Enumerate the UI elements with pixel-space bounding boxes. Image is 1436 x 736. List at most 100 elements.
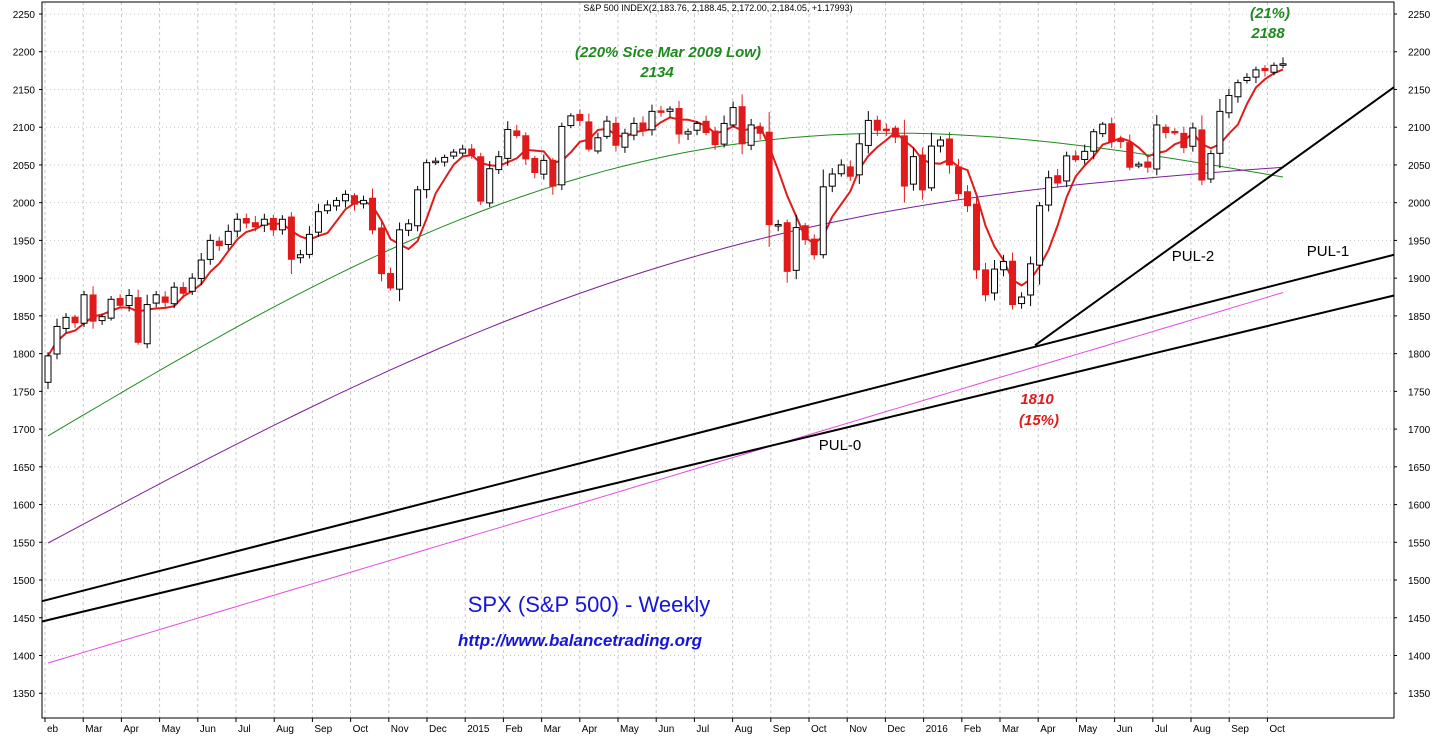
candle-body	[116, 298, 124, 306]
y-tick-label: 2200	[1408, 48, 1431, 59]
x-axis: eb Mar Apr May Jun Jul Aug Sep Oct Nov Dec 2015 Feb M…	[44, 718, 1285, 735]
x-tick-label: Apr	[123, 724, 139, 735]
x-tick-label: Sep	[314, 724, 332, 735]
candle-body	[936, 139, 944, 147]
candle-body	[450, 151, 458, 157]
candle-body	[918, 154, 926, 191]
y-tick-label: 1800	[13, 350, 36, 361]
candle-body	[423, 162, 431, 191]
candle-body	[729, 107, 737, 126]
candle-body	[792, 227, 800, 271]
candle-body	[567, 115, 575, 127]
trendlines	[41, 86, 1395, 623]
grid	[42, 2, 1394, 718]
candle-body	[53, 325, 61, 355]
x-tick-label: Aug	[276, 724, 294, 735]
candle-body	[657, 110, 665, 113]
y-tick-label: 2100	[1408, 123, 1431, 134]
candle-body	[648, 110, 656, 131]
candle-body	[1153, 124, 1161, 170]
candle-body	[332, 199, 340, 207]
candle-body	[982, 269, 990, 296]
candle-body	[1261, 67, 1269, 72]
pul2-label: PUL-2	[1172, 248, 1215, 265]
candle-body	[206, 239, 214, 260]
candle-body	[1126, 142, 1134, 168]
candle-body	[909, 156, 917, 185]
candle-body	[459, 148, 467, 154]
y-tick-label: 2250	[13, 10, 36, 21]
candle-body	[513, 130, 521, 137]
peak-value: 2134	[639, 64, 674, 81]
candle-body	[747, 124, 755, 146]
candle-body	[360, 199, 368, 205]
x-tick-label: Jun	[200, 724, 216, 735]
x-tick-label: Sep	[1231, 724, 1249, 735]
y-tick-label: 1700	[13, 425, 36, 436]
y-tick-label: 1750	[1408, 387, 1431, 398]
x-tick-label: Sep	[773, 724, 791, 735]
y-tick-label: 1400	[1408, 651, 1431, 662]
y-tick-label: 1600	[1408, 501, 1431, 512]
candle-body	[1252, 69, 1260, 78]
candle-body	[720, 122, 728, 145]
candle-body	[603, 120, 611, 137]
candle-body	[1234, 82, 1242, 98]
x-tick-label: 2015	[467, 724, 490, 735]
y-tick-label: 1850	[13, 312, 36, 323]
low-pct: (15%)	[1019, 412, 1059, 429]
candle-body	[1225, 95, 1233, 114]
y-tick-label: 1900	[1408, 274, 1431, 285]
trendline-pul2	[1034, 86, 1395, 347]
candle-body	[278, 218, 286, 231]
candle-body	[1180, 132, 1188, 149]
y-tick-label: 2100	[13, 123, 36, 134]
candle-body	[973, 203, 981, 271]
candle-body	[549, 159, 557, 187]
moving-averages	[47, 68, 1284, 664]
x-tick-label: Jul	[238, 724, 251, 735]
ma-short-line	[47, 68, 1284, 357]
candle-body	[134, 297, 142, 343]
candle-body	[1090, 131, 1098, 152]
candle-body	[314, 211, 322, 233]
candle-body	[828, 173, 836, 187]
y-tick-label: 2200	[13, 48, 36, 59]
candle-body	[531, 157, 539, 173]
candle-body	[107, 298, 115, 319]
candle-body	[630, 122, 638, 136]
candle-body	[576, 113, 584, 121]
chart-title: S&P 500 INDEX(2,183.76, 2,188.45, 2,172.…	[583, 3, 852, 13]
candle-body	[197, 259, 205, 279]
candle-body	[432, 160, 440, 164]
candle-body	[1189, 127, 1197, 147]
candle-body	[170, 286, 178, 305]
candle-body	[486, 168, 494, 204]
candle-body	[693, 122, 701, 131]
candle-body	[477, 156, 485, 202]
candle-body	[396, 229, 404, 290]
candle-body	[558, 125, 566, 186]
candle-body	[89, 294, 97, 322]
candle-body	[1018, 296, 1026, 305]
candle-body	[1036, 205, 1044, 266]
candle-body	[269, 218, 277, 231]
y-axis-left: 1350 1400 1450 1500 1550 1600 1650 1700 1750 1800…	[13, 10, 42, 700]
candle-body	[1063, 155, 1071, 182]
y-tick-label: 1400	[13, 651, 36, 662]
candle-body	[927, 145, 935, 189]
candle-body	[837, 164, 845, 175]
candle-body	[810, 238, 818, 256]
candle-body	[1054, 175, 1062, 184]
candle-body	[161, 296, 169, 303]
y-tick-label: 1850	[1408, 312, 1431, 323]
x-tick-label: May	[162, 724, 181, 735]
pul1-label: PUL-1	[1307, 243, 1350, 260]
candle-body	[504, 128, 512, 159]
candle-body	[468, 148, 476, 156]
candle-body	[378, 227, 386, 275]
candle-body	[215, 240, 223, 247]
candle-body	[1279, 63, 1287, 66]
x-tick-label: Aug	[735, 724, 753, 735]
candle-body	[1108, 123, 1116, 143]
